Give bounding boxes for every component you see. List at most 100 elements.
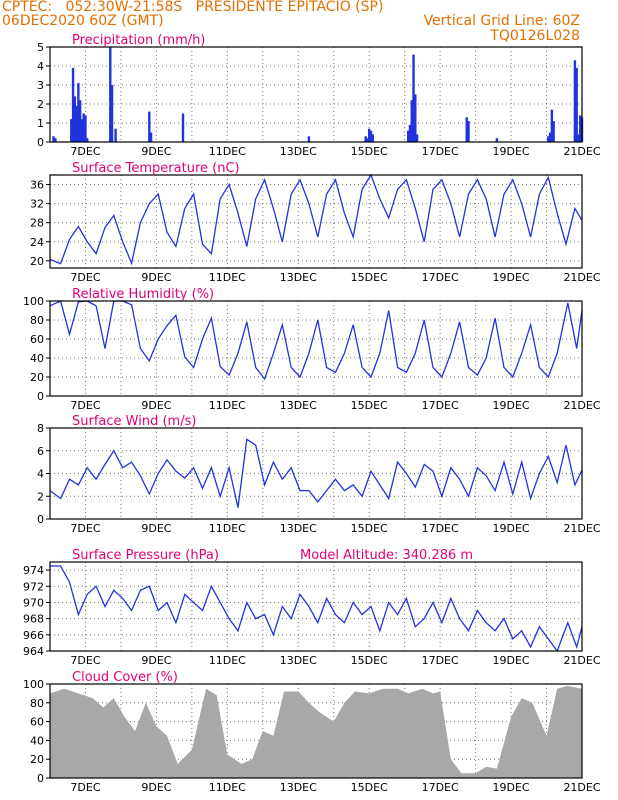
x-tick-label: 19DEC <box>493 781 530 794</box>
header-station: CPTEC: 052:30W-21:58S PRESIDENTE EPITACI… <box>2 0 384 15</box>
y-tick-label: 20 <box>30 753 44 766</box>
x-tick-label: 15DEC <box>351 654 388 667</box>
y-tick-label: 60 <box>30 333 44 346</box>
y-tick-label: 970 <box>23 596 44 609</box>
x-tick-label: 17DEC <box>422 522 459 535</box>
x-tick-label: 11DEC <box>209 399 246 412</box>
y-tick-label: 4 <box>37 60 44 73</box>
precip-bar <box>70 119 73 142</box>
precip-bar <box>495 138 499 142</box>
y-tick-label: 974 <box>23 564 44 577</box>
x-tick-label: 9DEC <box>141 271 171 284</box>
y-tick-label: 968 <box>23 613 44 626</box>
precip-bar <box>408 124 412 142</box>
y-tick-label: 80 <box>30 697 44 710</box>
precip-bar <box>369 130 373 142</box>
y-tick-label: 4 <box>37 468 44 481</box>
precip-bar <box>307 136 311 142</box>
x-tick-label: 15DEC <box>351 399 388 412</box>
wind-line <box>49 438 583 508</box>
x-tick-label: 9DEC <box>141 654 171 667</box>
precip-bar <box>366 138 369 142</box>
x-tick-label: 11DEC <box>209 654 246 667</box>
rh-line <box>49 300 583 381</box>
x-tick-label: 17DEC <box>422 399 459 412</box>
y-tick-label: 28 <box>30 217 44 230</box>
precip-bar <box>467 121 470 142</box>
y-tick-label: 36 <box>30 179 44 192</box>
x-tick-label: 13DEC <box>280 781 317 794</box>
x-tick-label: 7DEC <box>70 145 100 158</box>
y-tick-label: 0 <box>37 513 44 526</box>
precip-bar <box>410 100 413 142</box>
y-tick-label: 6 <box>37 445 44 458</box>
precip-bar <box>54 138 57 142</box>
precip-bar <box>109 47 112 142</box>
plot-frame <box>49 683 583 779</box>
wind-title: Surface Wind (m/s) <box>72 414 196 429</box>
precip-bar <box>364 136 367 142</box>
y-tick-label: 100 <box>23 678 44 691</box>
precip-bar <box>52 136 55 142</box>
x-tick-label: 21DEC <box>563 399 600 412</box>
precip-bar <box>465 117 468 142</box>
y-tick-label: 1 <box>37 117 44 130</box>
precip-bar <box>71 67 75 142</box>
x-tick-label: 21DEC <box>563 522 600 535</box>
rh-panel: 0 20 40 60 80 100 7DEC 9DEC 11DEC 13DEC 15DEC 17DEC… <box>23 287 601 412</box>
precip-bar <box>80 119 84 142</box>
x-tick-label: 15DEC <box>351 271 388 284</box>
rh-title: Relative Humidity (%) <box>72 287 214 302</box>
plot-frame <box>49 561 583 652</box>
precip-bar <box>414 94 417 142</box>
x-tick-label: 17DEC <box>422 781 459 794</box>
x-tick-label: 19DEC <box>493 271 530 284</box>
precip-bar <box>550 109 554 142</box>
plot-frame <box>49 300 583 397</box>
x-tick-label: 11DEC <box>209 781 246 794</box>
precip-bar <box>573 60 577 142</box>
x-tick-label: 19DEC <box>493 522 530 535</box>
y-tick-label: 8 <box>37 422 44 435</box>
precip-bar <box>148 111 151 142</box>
precip-bar <box>77 83 80 142</box>
precip-bar <box>368 128 371 142</box>
y-tick-label: 0 <box>37 390 44 403</box>
x-tick-label: 17DEC <box>422 654 459 667</box>
x-tick-label: 13DEC <box>280 654 317 667</box>
temp-title: Surface Temperature (nC) <box>72 161 240 176</box>
y-tick-label: 32 <box>30 198 44 211</box>
precip-bar <box>552 121 555 142</box>
x-tick-label: 7DEC <box>70 654 100 667</box>
precip-bar <box>73 96 77 142</box>
precip-bar <box>548 132 552 142</box>
x-tick-label: 7DEC <box>70 522 100 535</box>
y-tick-label: 24 <box>30 236 44 249</box>
y-tick-label: 60 <box>30 716 44 729</box>
precip-bar <box>407 130 410 142</box>
pres-title: Surface Pressure (hPa) <box>72 548 219 563</box>
x-tick-label: 21DEC <box>563 145 600 158</box>
precip-bar <box>412 54 415 142</box>
plot-frame <box>49 46 583 143</box>
x-tick-label: 9DEC <box>141 522 171 535</box>
pres-line <box>50 565 583 653</box>
x-tick-label: 15DEC <box>351 781 388 794</box>
y-tick-label: 0 <box>37 772 44 785</box>
y-tick-label: 40 <box>30 352 44 365</box>
plot-frame <box>49 174 583 269</box>
cloud-panel: 0 20 40 60 80 100 7DEC 9DEC 11DEC 13DEC 15DEC 17DEC… <box>23 670 601 794</box>
y-tick-label: 2 <box>37 490 44 503</box>
precip-bar <box>575 67 578 142</box>
x-tick-label: 13DEC <box>280 522 317 535</box>
header-grid-note: Vertical Grid Line: 60Z <box>423 13 580 29</box>
x-tick-label: 21DEC <box>563 271 600 284</box>
x-tick-label: 17DEC <box>422 145 459 158</box>
precip-bar <box>84 115 87 142</box>
precip-title: Precipitation (mm/h) <box>72 33 205 48</box>
y-tick-label: 0 <box>37 136 44 149</box>
cloud-title: Cloud Cover (%) <box>72 670 178 685</box>
temp-line <box>49 173 583 266</box>
x-tick-label: 11DEC <box>209 145 246 158</box>
